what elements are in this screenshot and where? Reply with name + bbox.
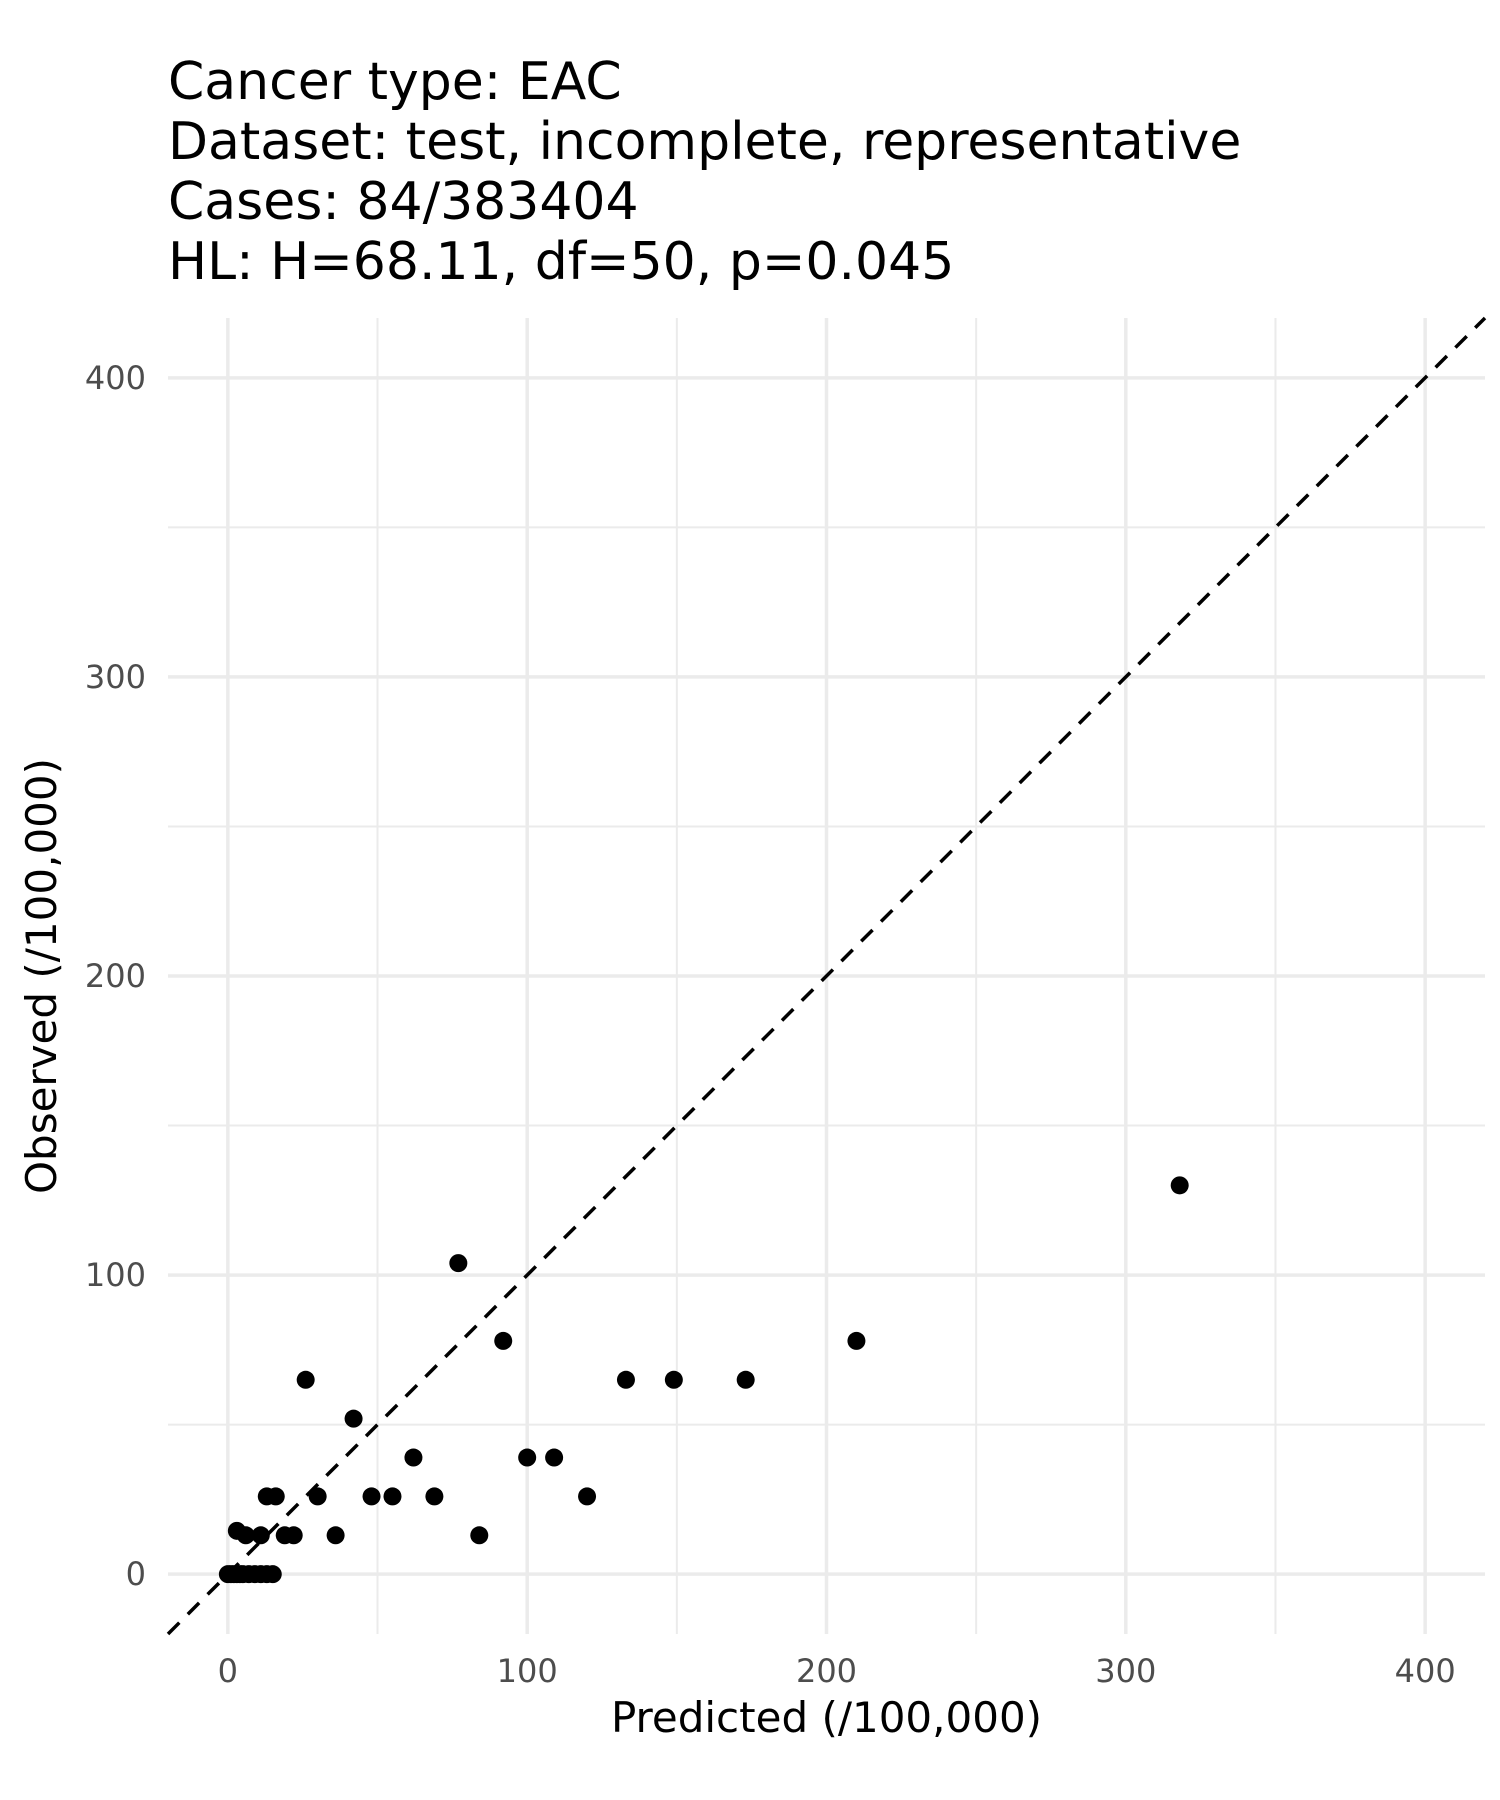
x-tick-label: 400 <box>1395 1652 1456 1690</box>
data-point <box>383 1487 402 1506</box>
chart-title: Cancer type: EAC Dataset: test, incomple… <box>168 52 1241 292</box>
data-point <box>518 1448 537 1467</box>
y-tick-label: 300 <box>85 658 146 696</box>
data-point <box>470 1526 489 1545</box>
x-tick-label: 0 <box>218 1652 238 1690</box>
data-point <box>362 1487 381 1506</box>
data-points <box>218 1176 1189 1584</box>
x-tick-label: 200 <box>796 1652 857 1690</box>
y-tick-label: 0 <box>126 1555 146 1593</box>
data-point <box>308 1487 327 1506</box>
data-point <box>847 1331 866 1350</box>
x-tick-labels: 0 100 200 300 400 <box>218 1652 1456 1690</box>
data-point <box>284 1526 303 1545</box>
grid-major <box>168 318 1485 1634</box>
data-point <box>736 1370 755 1389</box>
data-point <box>326 1526 345 1545</box>
y-tick-label: 100 <box>85 1256 146 1294</box>
data-point <box>545 1448 564 1467</box>
data-point <box>616 1370 635 1389</box>
title-line-dataset: Dataset: test, incomplete, representativ… <box>168 112 1242 172</box>
data-point <box>344 1409 363 1428</box>
title-line-cases: Cases: 84/383404 <box>168 172 639 232</box>
y-tick-label: 200 <box>85 957 146 995</box>
data-point <box>266 1487 285 1506</box>
x-tick-label: 100 <box>497 1652 558 1690</box>
data-point <box>296 1370 315 1389</box>
reference-line <box>166 316 1487 1636</box>
y-tick-label: 400 <box>85 359 146 397</box>
reference-line-group <box>166 316 1487 1636</box>
data-point <box>449 1254 468 1273</box>
data-point <box>236 1526 255 1545</box>
title-line-cancer-type: Cancer type: EAC <box>168 52 622 112</box>
y-axis-title: Observed (/100,000) <box>17 758 66 1194</box>
data-point <box>425 1487 444 1506</box>
data-point <box>263 1565 282 1584</box>
title-line-hl-test: HL: H=68.11, df=50, p=0.045 <box>168 232 955 292</box>
data-point <box>404 1448 423 1467</box>
data-point <box>1170 1176 1189 1195</box>
y-tick-labels: 0 100 200 300 400 <box>85 359 146 1593</box>
x-tick-label: 300 <box>1095 1652 1156 1690</box>
x-axis-title: Predicted (/100,000) <box>611 1693 1042 1742</box>
data-point <box>251 1526 270 1545</box>
data-point <box>494 1331 513 1350</box>
data-point <box>578 1487 597 1506</box>
data-point <box>664 1370 683 1389</box>
